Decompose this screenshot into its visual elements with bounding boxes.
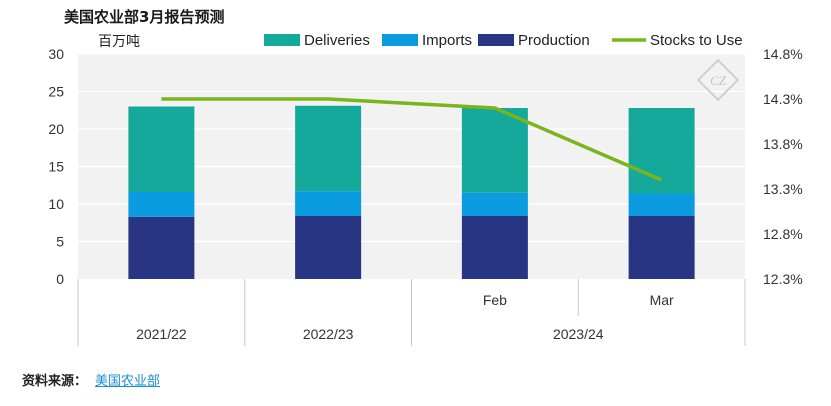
legend-item-deliveries[interactable]: Deliveries — [264, 32, 370, 49]
legend-item-stocks-to-use[interactable]: Stocks to Use — [612, 32, 743, 49]
y-tick-label: 20 — [48, 121, 64, 137]
y2-tick-label: 12.3% — [763, 271, 803, 287]
y-tick-label: 5 — [56, 234, 64, 250]
stocks-to-use-line — [161, 97, 663, 182]
y2-tick-label: 14.8% — [763, 46, 803, 62]
legend-item-imports[interactable]: Imports — [382, 32, 472, 49]
y2-tick-label: 12.8% — [763, 226, 803, 242]
x-tick-label: Feb — [483, 292, 507, 308]
y-axis-unit-label: 百万吨 — [98, 34, 140, 50]
chart-title: 美国农业部3月报告预测 — [64, 8, 225, 26]
y2-tick-label: 13.3% — [763, 181, 803, 197]
bar-imports — [128, 192, 195, 217]
watermark-text: CZ — [710, 73, 727, 88]
legend-label: Deliveries — [304, 32, 370, 49]
bar-deliveries — [461, 108, 528, 193]
legend-swatch — [264, 34, 300, 46]
x-group-label: 2022/23 — [303, 326, 354, 342]
legend-swatch — [382, 34, 418, 46]
watermark-logo: CZ — [696, 58, 740, 102]
y-tick-label: 15 — [48, 159, 64, 175]
bar-imports — [461, 192, 528, 216]
bar-deliveries — [128, 106, 195, 192]
bar-production — [628, 216, 695, 279]
bar-production — [461, 216, 528, 279]
bar-imports — [628, 193, 695, 216]
y2-tick-label: 14.3% — [763, 91, 803, 107]
y-tick-label: 25 — [48, 84, 64, 100]
legend-swatch — [478, 34, 514, 46]
y2-tick-label: 13.8% — [763, 136, 803, 152]
legend-label: Imports — [422, 32, 472, 49]
y-tick-label: 0 — [56, 271, 64, 287]
bar-deliveries — [295, 105, 362, 192]
y-tick-label: 10 — [48, 196, 64, 212]
source-line: 资料来源： 美国农业部 — [22, 370, 160, 389]
x-group-label: 2021/22 — [136, 326, 187, 342]
source-label: 资料来源： — [22, 374, 88, 389]
source-link[interactable]: 美国农业部 — [95, 374, 161, 389]
legend-label: Production — [518, 32, 590, 49]
bar-production — [128, 216, 195, 279]
x-group-label: 2023/24 — [553, 326, 604, 342]
y-tick-label: 30 — [48, 46, 64, 62]
x-tick-label: Mar — [650, 292, 674, 308]
bar-production — [295, 216, 362, 279]
legend-item-production[interactable]: Production — [478, 32, 590, 49]
bar-imports — [295, 191, 362, 216]
bar-deliveries — [628, 108, 695, 194]
legend-label: Stocks to Use — [650, 32, 743, 49]
